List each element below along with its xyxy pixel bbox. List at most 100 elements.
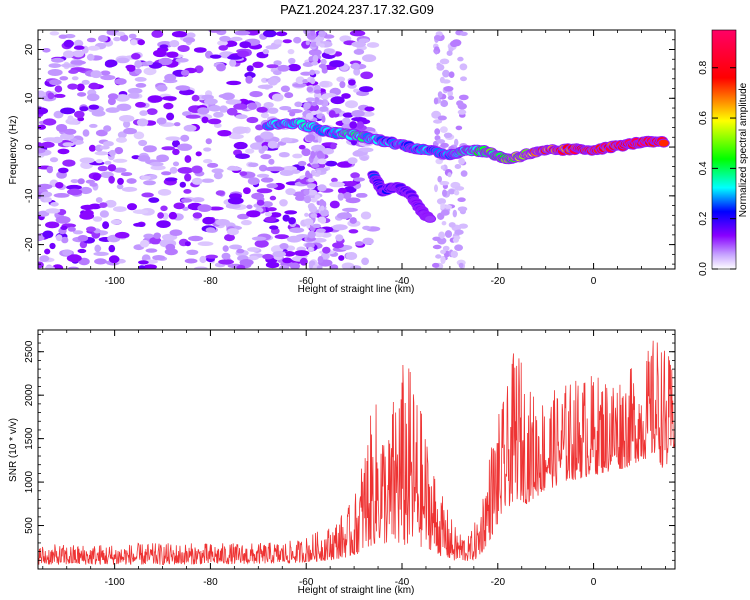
noise-blob bbox=[161, 171, 172, 176]
noise-blob bbox=[247, 102, 257, 110]
noise-blob bbox=[86, 37, 97, 43]
noise-blob bbox=[320, 58, 327, 65]
colorbar-label: Normalized spectral amplitude bbox=[738, 82, 749, 217]
noise-blob bbox=[218, 45, 228, 51]
noise-blob bbox=[72, 50, 85, 58]
noise-blob bbox=[213, 123, 222, 128]
noise-blob bbox=[67, 188, 83, 196]
noise-blob bbox=[100, 70, 111, 76]
noise-blob bbox=[450, 250, 458, 258]
noise-blob bbox=[53, 110, 64, 119]
noise-blob bbox=[457, 109, 467, 115]
noise-blob bbox=[60, 107, 76, 115]
noise-blob bbox=[350, 265, 362, 269]
x-tick-label: 0 bbox=[591, 276, 597, 287]
noise-blob bbox=[127, 203, 137, 211]
noise-blob bbox=[207, 206, 224, 211]
noise-blob bbox=[323, 48, 335, 54]
noise-blob bbox=[146, 60, 154, 66]
noise-blob bbox=[342, 112, 354, 118]
noise-blob bbox=[354, 241, 364, 246]
y-tick-label: 0 bbox=[24, 144, 35, 150]
noise-blob bbox=[436, 198, 447, 205]
noise-blob bbox=[160, 205, 168, 212]
noise-blob bbox=[292, 153, 303, 159]
noise-blob bbox=[80, 204, 95, 211]
noise-blob bbox=[458, 223, 468, 229]
noise-blob bbox=[60, 225, 68, 230]
noise-blob bbox=[89, 182, 98, 187]
noise-blob bbox=[86, 226, 96, 232]
noise-blob bbox=[321, 94, 329, 100]
noise-blob bbox=[40, 141, 55, 148]
noise-blob bbox=[351, 62, 361, 70]
noise-blob bbox=[329, 181, 345, 188]
noise-blob bbox=[153, 49, 167, 58]
noise-blob bbox=[314, 97, 320, 103]
noise-blob bbox=[246, 65, 254, 72]
noise-blob bbox=[362, 237, 374, 245]
noise-blob bbox=[245, 148, 255, 154]
noise-blob bbox=[103, 125, 112, 132]
noise-blob bbox=[342, 117, 351, 125]
noise-blob bbox=[457, 206, 468, 212]
noise-blob bbox=[117, 177, 124, 185]
noise-blob bbox=[49, 79, 62, 86]
noise-blob bbox=[454, 229, 464, 235]
noise-blob bbox=[193, 47, 207, 53]
noise-blob bbox=[264, 166, 280, 172]
noise-blob bbox=[304, 195, 312, 204]
noise-blob bbox=[432, 262, 440, 268]
noise-blob bbox=[452, 209, 457, 218]
noise-blob bbox=[50, 202, 59, 207]
noise-blob bbox=[257, 84, 274, 90]
noise-blob bbox=[191, 177, 203, 185]
noise-blob bbox=[92, 173, 101, 181]
noise-blob bbox=[434, 35, 442, 41]
noise-blob bbox=[440, 256, 446, 264]
noise-blob bbox=[272, 93, 284, 102]
noise-blob bbox=[77, 248, 87, 254]
noise-blob bbox=[62, 142, 75, 147]
noise-blob bbox=[311, 101, 318, 107]
noise-blob bbox=[308, 56, 314, 62]
noise-blob bbox=[172, 161, 180, 167]
noise-blob bbox=[104, 199, 117, 208]
noise-blob bbox=[205, 227, 216, 233]
noise-blob bbox=[302, 62, 314, 67]
noise-blob bbox=[130, 39, 138, 46]
noise-blob bbox=[169, 40, 180, 48]
noise-blob bbox=[453, 190, 460, 196]
noise-blob bbox=[279, 106, 292, 111]
noise-blob bbox=[221, 252, 231, 260]
noise-blob bbox=[94, 258, 107, 265]
noise-blob bbox=[163, 102, 174, 110]
noise-blob bbox=[139, 110, 148, 116]
noise-blob bbox=[132, 209, 149, 214]
noise-blob bbox=[219, 105, 228, 113]
noise-blob bbox=[70, 60, 86, 65]
noise-blob bbox=[208, 30, 221, 33]
x-tick-label: -20 bbox=[491, 577, 506, 588]
noise-blob bbox=[305, 112, 314, 120]
noise-blob bbox=[454, 164, 462, 169]
noise-blob bbox=[269, 212, 282, 218]
noise-blob bbox=[310, 30, 316, 37]
noise-blob bbox=[205, 254, 218, 259]
noise-blob bbox=[136, 118, 149, 127]
noise-blob bbox=[312, 223, 322, 229]
colorbar-tick-label: 0.0 bbox=[698, 262, 709, 276]
noise-blob bbox=[304, 212, 309, 217]
noise-blob bbox=[297, 160, 307, 167]
noise-blob bbox=[295, 195, 305, 201]
noise-blob bbox=[448, 189, 455, 195]
noise-blob bbox=[361, 257, 369, 266]
noise-blob bbox=[121, 186, 138, 192]
noise-blob bbox=[45, 221, 60, 229]
noise-blob bbox=[140, 175, 151, 180]
noise-blob bbox=[307, 189, 318, 196]
noise-blob bbox=[285, 188, 296, 196]
noise-blob bbox=[38, 90, 46, 98]
noise-blob bbox=[359, 86, 374, 93]
